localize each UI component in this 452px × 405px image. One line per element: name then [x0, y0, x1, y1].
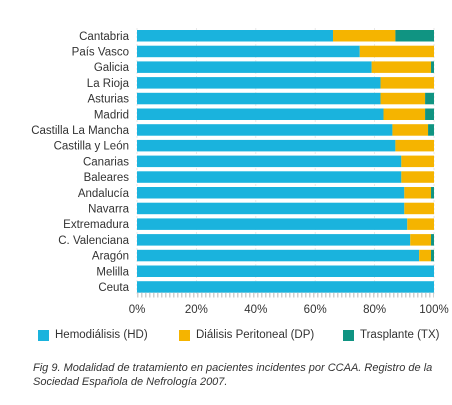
- bar-segment: [425, 108, 434, 120]
- bar-segment: [404, 202, 434, 215]
- category-label: Melilla: [96, 266, 129, 278]
- bar-segment: [137, 218, 408, 230]
- legend-label: Hemodiálisis (HD): [55, 329, 148, 341]
- category-label: Extremadura: [63, 219, 129, 231]
- bar-segment: [137, 139, 396, 152]
- x-tick-label: 100%: [419, 304, 448, 316]
- bar-segment: [431, 234, 434, 246]
- bar-segment: [428, 124, 434, 136]
- bar-segment: [395, 139, 434, 152]
- category-label: Aragón: [92, 251, 129, 263]
- category-label: Navarra: [88, 203, 130, 215]
- category-label: Madrid: [94, 109, 129, 121]
- category-label: Andalucía: [78, 188, 130, 200]
- category-label: Canarias: [83, 156, 129, 168]
- bar-segment: [137, 124, 393, 136]
- category-label: Castilla La Mancha: [31, 125, 129, 137]
- bar-segment: [359, 45, 434, 58]
- bar-segment: [137, 92, 381, 105]
- bar-segment: [425, 92, 434, 105]
- bar-segment: [137, 249, 420, 262]
- bar-segment: [371, 61, 432, 73]
- bar-segment: [431, 61, 434, 73]
- category-label: Cantabria: [79, 31, 129, 43]
- legend-item: Trasplante (TX): [343, 325, 439, 345]
- x-tick-label: 0%: [129, 304, 146, 316]
- bar-segment: [431, 187, 434, 199]
- bar-segment: [404, 187, 432, 199]
- category-label: Castilla y León: [54, 141, 129, 153]
- bar-segment: [137, 30, 334, 42]
- category-label: Asturias: [87, 94, 129, 106]
- figure-caption: Fig 9. Modalidad de tratamiento en pacie…: [33, 362, 433, 388]
- bar-segment: [137, 202, 405, 215]
- bar-segment: [137, 155, 402, 168]
- legend-swatch: [38, 329, 49, 341]
- x-tick-label: 60%: [304, 304, 327, 316]
- category-label: Ceuta: [98, 282, 129, 294]
- bar-segment: [333, 30, 396, 42]
- bar-segment: [137, 234, 411, 246]
- bar-segment: [137, 187, 405, 199]
- bar-segment: [137, 45, 360, 58]
- bar-segment: [401, 171, 434, 183]
- legend-swatch: [179, 329, 190, 341]
- x-tick-label: 40%: [244, 304, 267, 316]
- chart-legend: Hemodiálisis (HD) Diálisis Peritoneal (DP…: [0, 325, 452, 345]
- bar-segment: [137, 171, 402, 183]
- bar-segment: [407, 218, 434, 230]
- legend-swatch: [343, 329, 354, 341]
- bar-segment: [137, 108, 384, 120]
- category-label: País Vasco: [72, 46, 129, 58]
- bar-segment: [137, 77, 381, 89]
- category-label: Galicia: [94, 62, 130, 74]
- bar-segment: [137, 61, 372, 73]
- bar-segment: [380, 77, 434, 89]
- legend-item: Diálisis Peritoneal (DP): [179, 325, 314, 345]
- category-label: La Rioja: [87, 78, 130, 90]
- category-label: C. Valenciana: [58, 235, 129, 247]
- x-tick-label: 80%: [363, 304, 386, 316]
- bar-segment: [380, 92, 426, 105]
- bar-segment: [410, 234, 432, 246]
- bar-segment: [395, 30, 434, 42]
- bar-segment: [137, 281, 434, 293]
- bar-segment: [419, 249, 432, 262]
- bar-segment: [401, 155, 434, 168]
- category-label: Baleares: [84, 172, 130, 184]
- legend-label: Trasplante (TX): [360, 329, 440, 341]
- bar-segment: [383, 108, 426, 120]
- bar-segment: [431, 249, 434, 262]
- x-tick-label: 20%: [185, 304, 208, 316]
- legend-item: Hemodiálisis (HD): [38, 325, 148, 345]
- bar-segment: [137, 265, 434, 277]
- bar-segment: [392, 124, 429, 136]
- stacked-bar-chart: Cantabria País Vasco Galicia La Rioja Asturi…: [31, 28, 449, 316]
- legend-label: Diálisis Peritoneal (DP): [196, 329, 315, 341]
